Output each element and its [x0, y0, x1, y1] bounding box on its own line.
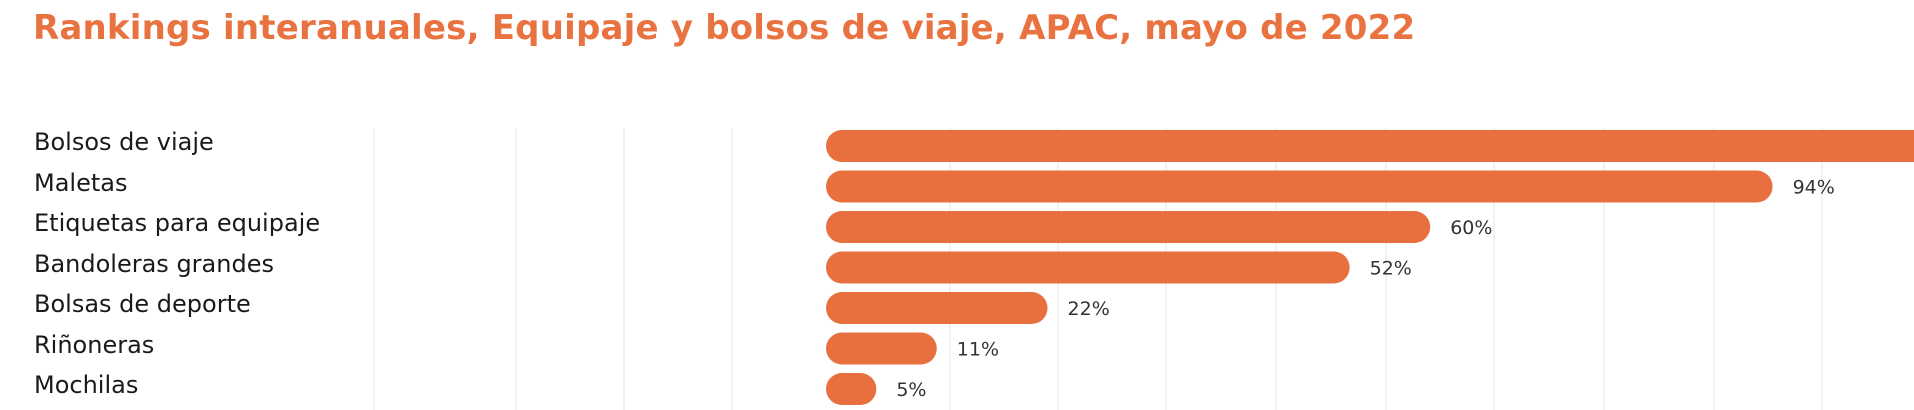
value-label-1: 94% — [1793, 177, 1835, 199]
category-label-2: Etiquetas para equipaje — [34, 209, 321, 237]
value-label-4: 22% — [1068, 298, 1110, 320]
bar-3 — [826, 251, 1350, 284]
value-label-5: 11% — [957, 339, 999, 361]
bar-5 — [826, 332, 937, 365]
category-label-6: Mochilas — [34, 371, 139, 399]
value-labels: 180%94%60%52%22%11%5% — [896, 177, 1835, 402]
category-label-5: Riñoneras — [34, 330, 155, 359]
bar-6 — [826, 373, 877, 405]
value-label-2: 60% — [1450, 217, 1492, 239]
category-label-4: Bolsas de deporte — [34, 290, 251, 318]
category-label-0: Bolsos de viaje — [34, 128, 214, 156]
bars — [826, 130, 1914, 405]
bar-0 — [826, 130, 1914, 162]
category-label-1: Maletas — [34, 168, 128, 197]
chart-title: Rankings interanuales, Equipaje y bolsos… — [33, 8, 1416, 48]
bar-1 — [826, 170, 1773, 203]
value-label-6: 5% — [896, 379, 926, 401]
value-label-3: 52% — [1370, 258, 1412, 280]
bar-4 — [826, 292, 1048, 324]
category-label-3: Bandoleras grandes — [34, 249, 274, 278]
bar-2 — [826, 211, 1431, 243]
